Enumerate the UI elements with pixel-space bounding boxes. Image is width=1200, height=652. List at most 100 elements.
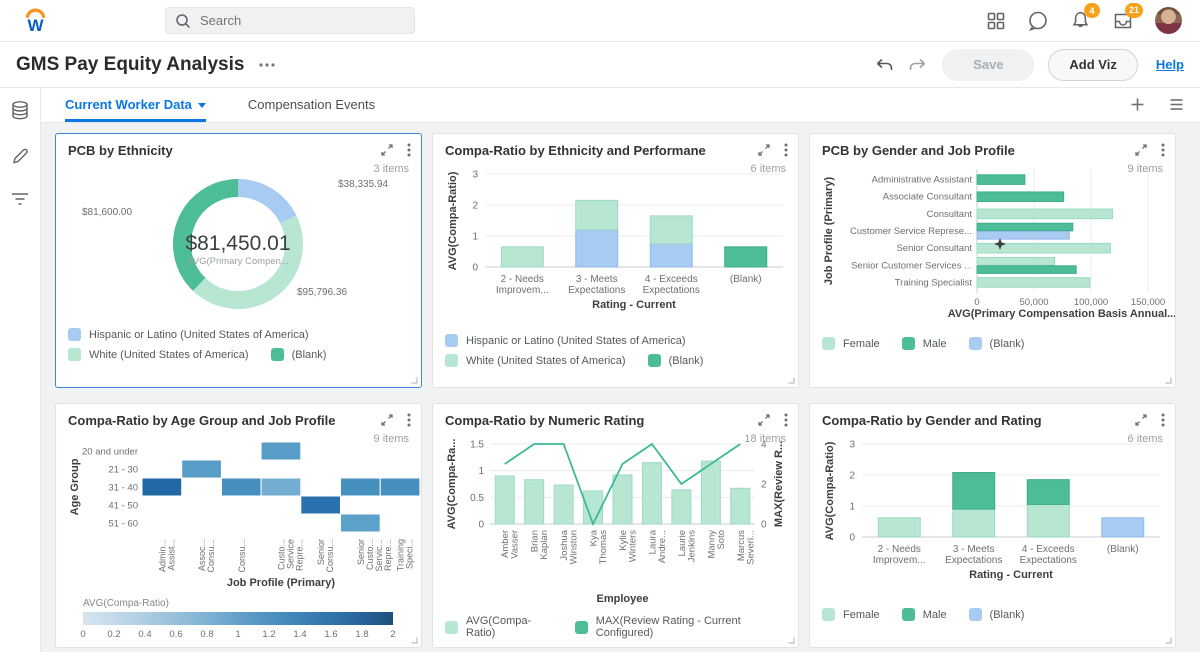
svg-text:AVG(Compa-Ratio): AVG(Compa-Ratio) <box>447 171 459 270</box>
legend-item: Female <box>822 337 880 350</box>
help-link[interactable]: Help <box>1155 57 1184 72</box>
svg-text:Associate Consultant: Associate Consultant <box>883 192 973 203</box>
heatmap-cell <box>379 477 421 497</box>
heatmap-cell <box>260 441 302 461</box>
items-count: 3 items <box>373 163 409 175</box>
search-input[interactable] <box>200 13 405 28</box>
legend-item: Hispanic or Latino (United States of Ame… <box>68 328 309 341</box>
edit-pencil-icon[interactable] <box>10 146 30 166</box>
add-tab-icon[interactable] <box>1130 97 1145 112</box>
tab-compensation-events[interactable]: Compensation Events <box>248 88 375 122</box>
apps-grid-icon[interactable] <box>986 11 1006 31</box>
chart-title: PCB by Gender and Job Profile <box>822 143 1015 158</box>
bar-segment <box>952 472 996 510</box>
svg-text:Expectations: Expectations <box>643 285 700 296</box>
card-compa-ratio-ethnicity-performance[interactable]: Compa-Ratio by Ethnicity and Performane … <box>432 133 799 388</box>
card-compa-ratio-numeric-rating[interactable]: Compa-Ratio by Numeric Rating 18 items 0… <box>432 403 799 648</box>
card-compa-ratio-gender-rating[interactable]: Compa-Ratio by Gender and Rating 6 items… <box>809 403 1176 648</box>
resize-handle[interactable] <box>1163 635 1172 644</box>
svg-text:Expectations: Expectations <box>945 555 1002 566</box>
bar-segment <box>1026 503 1070 538</box>
legend-swatch <box>822 337 835 350</box>
horizontal-bar-chart[interactable]: 0 50,000 100,000 150,000 Administrative Assi… <box>810 164 1175 320</box>
svg-text:AVG(Compa-Ratio): AVG(Compa-Ratio) <box>824 441 836 540</box>
tab-current-worker-data[interactable]: Current Worker Data <box>65 88 206 122</box>
heatmap-chart[interactable]: 20 and under 21 - 30 31 - 40 41 - 50 51 - 60… <box>56 434 421 640</box>
bar <box>700 460 721 525</box>
legend-item: (Blank) <box>270 348 326 361</box>
donut-segment <box>173 179 239 291</box>
svg-text:2 - Needs: 2 - Needs <box>501 274 544 285</box>
svg-text:3: 3 <box>472 170 478 181</box>
svg-text:Employee: Employee <box>597 593 649 605</box>
kebab-menu-icon[interactable] <box>1161 413 1165 427</box>
kebab-menu-icon[interactable] <box>784 413 788 427</box>
undo-icon[interactable] <box>874 56 894 73</box>
kebab-menu-icon[interactable] <box>407 413 411 427</box>
kebab-menu-icon[interactable] <box>1161 143 1165 157</box>
save-button[interactable]: Save <box>942 48 1035 81</box>
sheet-list-icon[interactable] <box>1169 97 1184 112</box>
resize-handle[interactable] <box>786 635 795 644</box>
expand-icon[interactable] <box>380 413 394 427</box>
expand-icon[interactable] <box>757 143 771 157</box>
topbar: W 4 21 <box>0 0 1200 42</box>
svg-text:AmberVasser: AmberVasser <box>500 530 521 559</box>
kebab-menu-icon[interactable] <box>407 143 411 157</box>
chart-legend: Hispanic or Latino (United States of Ame… <box>56 324 421 361</box>
card-pcb-gender-job-profile[interactable]: PCB by Gender and Job Profile 9 items 0 5… <box>809 133 1176 388</box>
resize-handle[interactable] <box>409 375 418 384</box>
bar-segment <box>724 246 768 268</box>
redo-icon[interactable] <box>908 56 928 73</box>
legend-item: Male <box>901 337 947 350</box>
bar-segment <box>877 517 921 538</box>
expand-icon[interactable] <box>380 143 394 157</box>
svg-text:$95,796.36: $95,796.36 <box>297 287 347 298</box>
card-compa-ratio-age-job-profile[interactable]: Compa-Ratio by Age Group and Job Profile… <box>55 403 422 648</box>
line-series <box>504 442 741 527</box>
chat-icon[interactable] <box>1027 10 1049 32</box>
items-count: 18 items <box>744 433 786 445</box>
notifications-bell-icon[interactable]: 4 <box>1070 3 1100 31</box>
bar-segment <box>649 215 693 245</box>
legend-item: White (United States of America) <box>445 354 626 367</box>
items-count: 9 items <box>1127 163 1163 175</box>
legend-swatch <box>968 608 982 621</box>
donut-chart[interactable]: $38,335.94 $95,796.36 $81,600.00 $81,450.01… <box>56 164 421 324</box>
legend-item: Hispanic or Latino (United States of Ame… <box>445 334 686 347</box>
svg-text:1.2: 1.2 <box>262 629 275 640</box>
expand-icon[interactable] <box>1134 143 1148 157</box>
legend-item: (Blank) <box>968 608 1024 621</box>
legend-swatch <box>68 328 81 341</box>
svg-text:1.5: 1.5 <box>470 440 484 451</box>
svg-text:Expectations: Expectations <box>568 285 625 296</box>
expand-icon[interactable] <box>757 413 771 427</box>
resize-handle[interactable] <box>409 635 418 644</box>
heatmap-cell <box>181 459 222 479</box>
stacked-bar-chart[interactable]: 0 1 2 3 AVG(Compa-Ratio) 2 - Needs Improvem...… <box>433 164 798 314</box>
workday-logo[interactable]: W <box>22 7 49 35</box>
donut-segment <box>237 179 297 224</box>
expand-icon[interactable] <box>1134 413 1148 427</box>
kebab-menu-icon[interactable] <box>784 143 788 157</box>
data-source-icon[interactable] <box>10 100 30 121</box>
search-bar[interactable] <box>165 7 415 34</box>
svg-text:1.4: 1.4 <box>293 629 306 640</box>
svg-text:41 - 50: 41 - 50 <box>108 501 138 512</box>
resize-handle[interactable] <box>1163 375 1172 384</box>
bar <box>730 487 751 525</box>
combo-chart[interactable]: 0 0.5 1 1.5 0 2 4 AVG(Compa-Ra... MAX(Review R..… <box>433 434 798 609</box>
more-options-icon[interactable] <box>258 62 276 68</box>
legend-swatch <box>270 348 284 361</box>
svg-text:20 and under: 20 and under <box>82 447 138 458</box>
chart-title: Compa-Ratio by Gender and Rating <box>822 413 1042 428</box>
stacked-bar-chart[interactable]: 0 1 2 3 AVG(Compa-Ratio) 2 - Needs Improvem...… <box>810 434 1175 584</box>
user-avatar[interactable] <box>1155 7 1182 34</box>
inbox-icon[interactable]: 21 <box>1112 2 1143 32</box>
filter-icon[interactable] <box>10 191 30 207</box>
legend-swatch <box>901 608 915 621</box>
add-viz-button[interactable]: Add Viz <box>1048 48 1138 81</box>
resize-handle[interactable] <box>786 375 795 384</box>
svg-text:0.8: 0.8 <box>200 629 213 640</box>
card-pcb-by-ethnicity[interactable]: PCB by Ethnicity 3 items $38,335.94 $95,7… <box>55 133 422 388</box>
